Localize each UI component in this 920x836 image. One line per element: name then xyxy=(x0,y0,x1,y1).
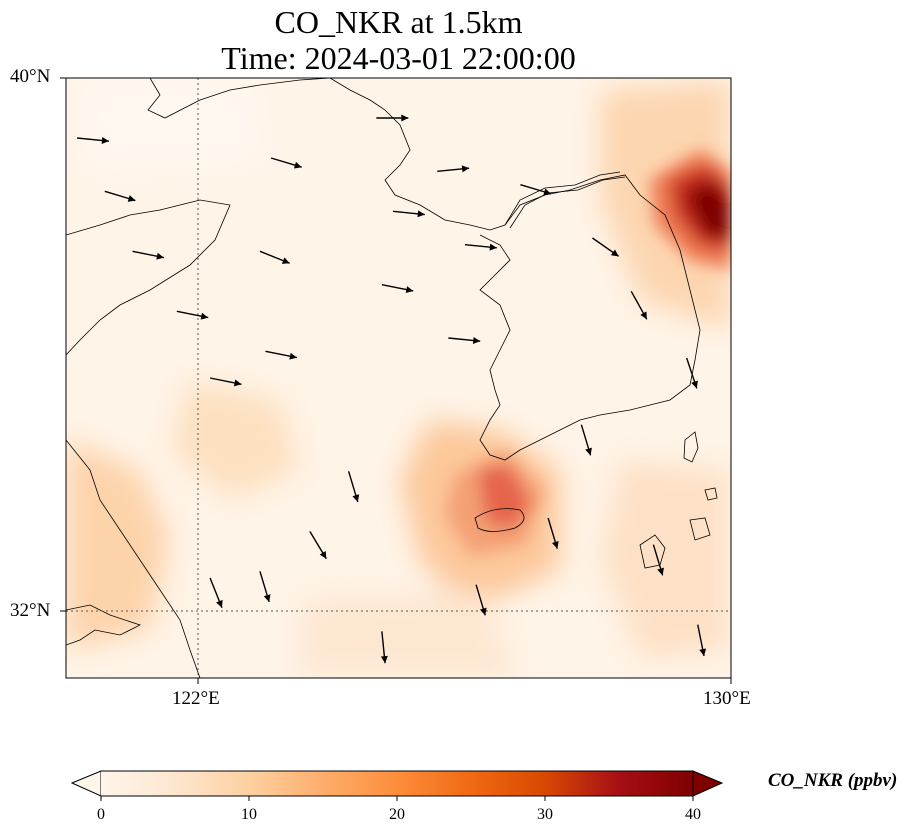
wind-arrow xyxy=(520,183,552,196)
wind-arrow xyxy=(209,377,242,387)
wind-arrow xyxy=(309,530,327,560)
wind-arrow xyxy=(475,584,487,616)
wind-arrow xyxy=(259,571,271,603)
map-title: CO_NKR at 1.5km xyxy=(274,4,523,40)
wind-arrow xyxy=(270,157,302,169)
coastlines xyxy=(66,78,718,678)
map-subtitle-time: Time: 2024-03-01 22:00:00 xyxy=(221,40,576,76)
wind-arrow xyxy=(77,137,109,144)
lat-tick-label-32: 32°N xyxy=(10,600,51,621)
colorbar-tick-label-20: 20 xyxy=(389,806,405,823)
wind-arrow xyxy=(347,471,360,503)
lon-tick-label-130: 130°E xyxy=(703,688,751,709)
wind-arrow xyxy=(686,357,698,389)
wind-arrow xyxy=(209,577,223,608)
wind-arrow xyxy=(132,250,165,260)
map-plot xyxy=(60,77,732,684)
colorbar-label: CO_NKR (ppbv) xyxy=(768,770,898,791)
wind-arrow xyxy=(392,210,425,218)
wind-arrow xyxy=(630,290,648,320)
wind-arrow xyxy=(464,243,497,251)
colorbar-tick-label-40: 40 xyxy=(685,806,701,823)
wind-arrow xyxy=(381,283,414,294)
colorbar-tick-label-30: 30 xyxy=(537,806,553,823)
gridlines xyxy=(66,78,731,678)
wind-arrow xyxy=(259,250,290,264)
wind-arrow xyxy=(265,350,298,360)
wind-arrow xyxy=(104,190,136,202)
wind-arrow xyxy=(448,337,481,344)
map-area xyxy=(66,78,731,678)
wind-vectors xyxy=(77,114,707,664)
wind-arrow xyxy=(437,165,470,173)
wind-arrow xyxy=(380,631,388,664)
map-frame xyxy=(65,77,732,679)
colorbar-extend-max xyxy=(692,770,724,797)
colorbar-extend-min xyxy=(70,770,102,797)
lon-tick-label-122: 122°E xyxy=(172,688,220,709)
wind-arrow xyxy=(376,114,409,122)
wind-arrow xyxy=(697,624,707,657)
wind-arrow xyxy=(652,544,664,576)
colorbar-tick-label-0: 0 xyxy=(97,806,105,823)
colorbar xyxy=(70,770,724,801)
wind-arrow xyxy=(176,310,209,320)
colorbar-gradient xyxy=(101,771,693,796)
axis-ticks xyxy=(60,77,732,684)
lat-tick-label-40: 40°N xyxy=(10,66,51,87)
wind-arrow xyxy=(547,517,559,549)
wind-arrow xyxy=(592,237,620,257)
wind-arrow xyxy=(580,424,592,456)
colorbar-tick-label-10: 10 xyxy=(241,806,257,823)
